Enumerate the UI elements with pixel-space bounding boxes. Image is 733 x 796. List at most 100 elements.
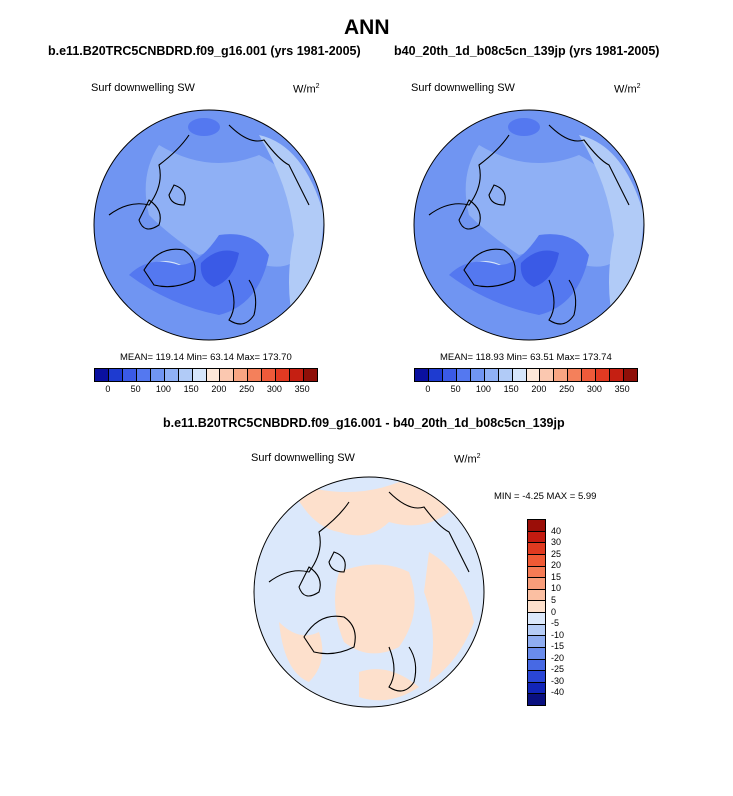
panel2-case-title: b40_20th_1d_b08c5cn_139jp (yrs 1981-2005… — [394, 44, 660, 58]
panel1-colorbar-ticks: 0 50 100 150 200 250 300 350 — [94, 384, 316, 396]
panel1-stats: MEAN= 119.14 Min= 63.14 Max= 173.70 — [120, 352, 292, 363]
colorbar-swatch — [528, 671, 545, 683]
colorbar-swatch — [122, 369, 137, 381]
colorbar-tick-label: 50 — [450, 384, 461, 394]
colorbar-swatch — [528, 589, 545, 602]
colorbar-swatch — [290, 369, 305, 381]
colorbar-swatch — [276, 369, 291, 381]
colorbar-tick-label: -5 — [551, 618, 560, 629]
colorbar-swatch — [108, 369, 123, 381]
colorbar-swatch — [528, 578, 545, 590]
colorbar-swatch — [528, 613, 545, 625]
diff-field-positive-south — [279, 622, 323, 682]
colorbar-tick-label: 0 — [551, 606, 557, 617]
colorbar-swatch — [95, 369, 109, 381]
panel1-field-dark-spot — [188, 118, 220, 136]
panel1-field-lighter — [259, 135, 324, 325]
colorbar-swatch — [528, 566, 545, 579]
colorbar-tick-label: 250 — [239, 384, 255, 394]
colorbar-tick-label: 5 — [551, 594, 557, 605]
colorbar-tick-label: 150 — [183, 384, 199, 394]
panel2-polar-map — [413, 109, 645, 341]
colorbar-swatch — [526, 369, 541, 381]
colorbar-tick-label: 300 — [586, 384, 602, 394]
diff-field-positive-east — [424, 552, 474, 682]
colorbar-swatch — [164, 369, 179, 381]
colorbar-tick-label: 200 — [531, 384, 547, 394]
colorbar-swatch — [582, 369, 597, 381]
colorbar-tick-label: 25 — [551, 548, 562, 559]
colorbar-swatch — [248, 369, 263, 381]
colorbar-swatch — [262, 369, 277, 381]
panel1-units-base: W/m — [293, 83, 316, 96]
colorbar-swatch — [234, 369, 249, 381]
diff-title: b.e11.B20TRC5CNBDRD.f09_g16.001 - b40_20… — [163, 416, 565, 430]
colorbar-swatch — [528, 624, 545, 637]
panel2-stats: MEAN= 118.93 Min= 63.51 Max= 173.74 — [440, 352, 612, 363]
diff-colorbar — [527, 519, 546, 706]
colorbar-swatch — [528, 520, 545, 532]
panel1-colorbar — [94, 368, 318, 382]
diff-field-positive-southeast — [359, 669, 419, 701]
colorbar-swatch — [528, 647, 545, 660]
colorbar-tick-label: 100 — [475, 384, 491, 394]
panel2-variable-label: Surf downwelling SW — [411, 82, 515, 94]
colorbar-swatch — [554, 369, 569, 381]
colorbar-tick-label: -25 — [551, 664, 565, 675]
colorbar-tick-label: -10 — [551, 629, 565, 640]
colorbar-swatch — [428, 369, 443, 381]
colorbar-tick-label: 250 — [559, 384, 575, 394]
colorbar-tick-label: -20 — [551, 652, 565, 663]
panel2-units-exp: 2 — [636, 83, 641, 90]
colorbar-swatch — [528, 636, 545, 648]
colorbar-swatch — [150, 369, 165, 381]
colorbar-tick-label: 50 — [130, 384, 141, 394]
colorbar-tick-label: -40 — [551, 687, 565, 698]
colorbar-swatch — [528, 531, 545, 544]
colorbar-swatch — [304, 369, 317, 381]
colorbar-tick-label: 350 — [614, 384, 630, 394]
colorbar-swatch — [415, 369, 429, 381]
colorbar-tick-label: 10 — [551, 583, 562, 594]
colorbar-tick-label: 0 — [105, 384, 111, 394]
panel2-field-dark-spot — [508, 118, 540, 136]
colorbar-tick-label: 200 — [211, 384, 227, 394]
colorbar-tick-label: 0 — [425, 384, 431, 394]
colorbar-tick-label: 15 — [551, 571, 562, 582]
panel2-colorbar — [414, 368, 638, 382]
colorbar-swatch — [528, 543, 545, 555]
colorbar-swatch — [484, 369, 499, 381]
colorbar-tick-label: 30 — [551, 537, 562, 548]
colorbar-tick-label: -15 — [551, 641, 565, 652]
colorbar-swatch — [568, 369, 583, 381]
colorbar-tick-label: 20 — [551, 560, 562, 571]
colorbar-tick-label: 40 — [551, 525, 562, 536]
colorbar-swatch — [136, 369, 151, 381]
panel1-case-title: b.e11.B20TRC5CNBDRD.f09_g16.001 (yrs 198… — [48, 44, 361, 58]
panel1-polar-map — [93, 109, 325, 341]
diff-colorbar-ticks: 40 30 25 20 15 10 5 0 -5 -10 -15 -20 -25 -30 -40 — [551, 519, 581, 704]
panel1-units-exp: 2 — [315, 83, 320, 90]
diff-variable-label: Surf downwelling SW — [251, 452, 355, 464]
panel2-units-base: W/m — [614, 83, 637, 96]
panel2-field-lighter — [579, 135, 644, 325]
panel2-field-darker — [520, 250, 559, 287]
diff-units: W/m2 — [454, 453, 481, 466]
colorbar-swatch — [596, 369, 611, 381]
colorbar-swatch — [206, 369, 221, 381]
colorbar-swatch — [610, 369, 625, 381]
colorbar-swatch — [456, 369, 471, 381]
diff-polar-map — [253, 476, 485, 708]
colorbar-swatch — [540, 369, 555, 381]
colorbar-swatch — [442, 369, 457, 381]
colorbar-swatch — [470, 369, 485, 381]
colorbar-swatch — [498, 369, 513, 381]
diff-units-exp: 2 — [476, 453, 481, 460]
colorbar-swatch — [528, 601, 545, 613]
colorbar-tick-label: 350 — [294, 384, 310, 394]
colorbar-tick-label: 100 — [155, 384, 171, 394]
colorbar-swatch — [528, 682, 545, 695]
panel1-units: W/m2 — [293, 83, 320, 96]
panel2-units: W/m2 — [614, 83, 641, 96]
colorbar-swatch — [624, 369, 637, 381]
